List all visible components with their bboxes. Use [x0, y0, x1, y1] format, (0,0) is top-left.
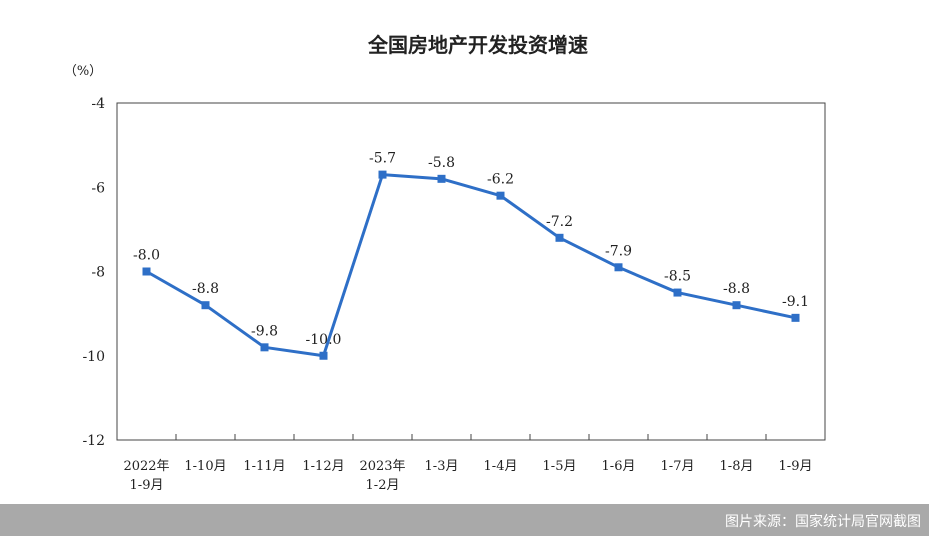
x-axis-category-labels: 2022年 1-9月 1-10月 1-11月 1-12月 2023年 1-2月 1-3月 1-4…	[123, 459, 812, 493]
data-point-marker	[496, 191, 505, 200]
data-point-marker	[201, 301, 210, 310]
data-label: -6.2	[487, 172, 514, 188]
x-category-label: 2022年	[123, 459, 169, 474]
data-label: -7.2	[546, 214, 573, 230]
data-labels: -8.0 -8.8 -9.8 -10.0 -5.7 -5.8 -6.2 -7.2 -7.9 -8.…	[133, 151, 809, 348]
y-axis-unit-label: （%）	[64, 64, 102, 79]
data-label: -8.8	[192, 281, 219, 297]
y-axis-tick-labels: -4 -6 -8 -10 -12	[82, 96, 105, 449]
data-point-marker	[555, 233, 564, 242]
x-category-label: 1-11月	[243, 459, 285, 474]
y-tick-label: -10	[82, 349, 105, 365]
data-label: -5.7	[369, 151, 396, 167]
x-axis-ticks	[175, 434, 767, 440]
chart-title: 全国房地产开发投资增速	[367, 33, 588, 57]
data-label: -5.8	[428, 155, 455, 171]
data-label: -8.8	[723, 281, 750, 297]
data-label: -10.0	[306, 332, 342, 348]
x-category-label: 1-10月	[184, 459, 226, 474]
x-category-label: 1-3月	[425, 459, 459, 474]
data-point-marker	[732, 301, 741, 310]
data-label: -8.5	[664, 269, 691, 285]
x-category-label: 1-9月	[779, 459, 813, 474]
data-point-markers	[142, 170, 800, 360]
data-point-marker	[791, 313, 800, 322]
x-category-label: 1-6月	[602, 459, 636, 474]
line-chart: 全国房地产开发投资增速 （%） -4 -6 -8 -10 -12 2022年 1-9月 1-…	[64, 33, 826, 493]
data-label: -9.8	[251, 323, 278, 339]
data-point-marker	[437, 174, 446, 183]
series-line	[145, 173, 796, 358]
x-category-label: 1-7月	[661, 459, 695, 474]
x-category-label: 1-9月	[130, 478, 164, 493]
x-category-label: 1-4月	[484, 459, 518, 474]
y-tick-label: -6	[91, 180, 105, 196]
source-caption: 图片来源：国家统计局官网截图	[725, 514, 921, 530]
data-point-marker	[673, 288, 682, 297]
data-point-marker	[142, 267, 151, 276]
data-point-marker	[260, 343, 269, 352]
source-footer-bar: 图片来源：国家统计局官网截图	[0, 504, 929, 536]
x-category-label: 1-2月	[366, 478, 400, 493]
y-tick-label: -4	[91, 96, 105, 112]
y-tick-label: -8	[91, 265, 105, 281]
data-label: -7.9	[605, 243, 632, 259]
x-category-label: 2023年	[359, 459, 405, 474]
data-label: -8.0	[133, 248, 160, 264]
y-tick-label: -12	[82, 433, 105, 449]
x-category-label: 1-12月	[302, 459, 344, 474]
data-label: -9.1	[782, 294, 809, 310]
x-category-label: 1-5月	[543, 459, 577, 474]
plot-area-frame	[116, 102, 826, 441]
x-category-label: 1-8月	[720, 459, 754, 474]
data-point-marker	[614, 263, 623, 272]
data-point-marker	[319, 351, 328, 360]
data-point-marker	[378, 170, 387, 179]
